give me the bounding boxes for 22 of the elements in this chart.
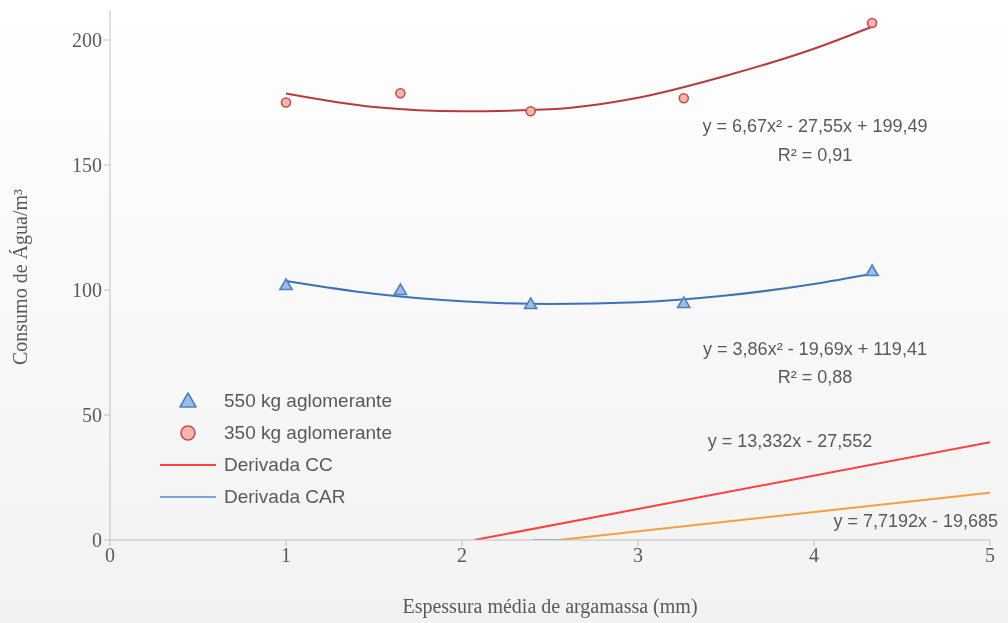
annotation: y = 13,332x - 27,552 [707,431,873,452]
annotation: y = 3,86x² - 19,69x + 119,41 [703,339,927,360]
annotation: R² = 0,88 [777,367,853,388]
y-tick-label: 150 [72,154,102,177]
y-tick-label: 0 [92,529,102,552]
x-axis-title: Espessura média de argamassa (mm) [402,595,698,618]
x-tick-label: 2 [457,544,467,567]
x-tick-label: 1 [281,544,291,567]
annotation: R² = 0,91 [777,145,853,166]
legend-label: Derivada CAR [224,486,346,508]
x-tick-label: 4 [809,544,819,567]
annotation: y = 7,7192x - 19,685 [833,511,998,532]
x-tick-label: 3 [633,544,643,567]
y-tick-label: 50 [82,404,102,427]
legend-label: Derivada CC [224,454,333,476]
legend-label: 350 kg aglomerante [224,422,392,444]
legend-label: 550 kg aglomerante [224,390,392,412]
y-axis-title: Consumo de Água/m³ [9,189,33,365]
annotation: y = 6,67x² - 27,55x + 199,49 [702,116,928,137]
x-tick-label: 5 [985,544,995,567]
y-tick-label: 200 [72,29,102,52]
y-tick-label: 100 [72,279,102,302]
